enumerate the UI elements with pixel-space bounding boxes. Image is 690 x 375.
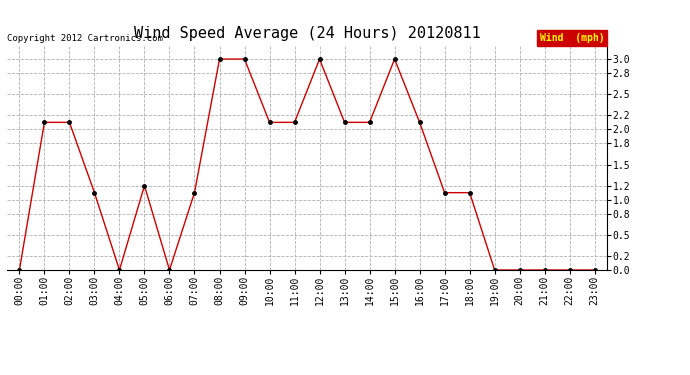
Text: Copyright 2012 Cartronics.com: Copyright 2012 Cartronics.com bbox=[7, 34, 163, 43]
Text: Wind  (mph): Wind (mph) bbox=[540, 33, 604, 43]
Title: Wind Speed Average (24 Hours) 20120811: Wind Speed Average (24 Hours) 20120811 bbox=[134, 26, 480, 41]
